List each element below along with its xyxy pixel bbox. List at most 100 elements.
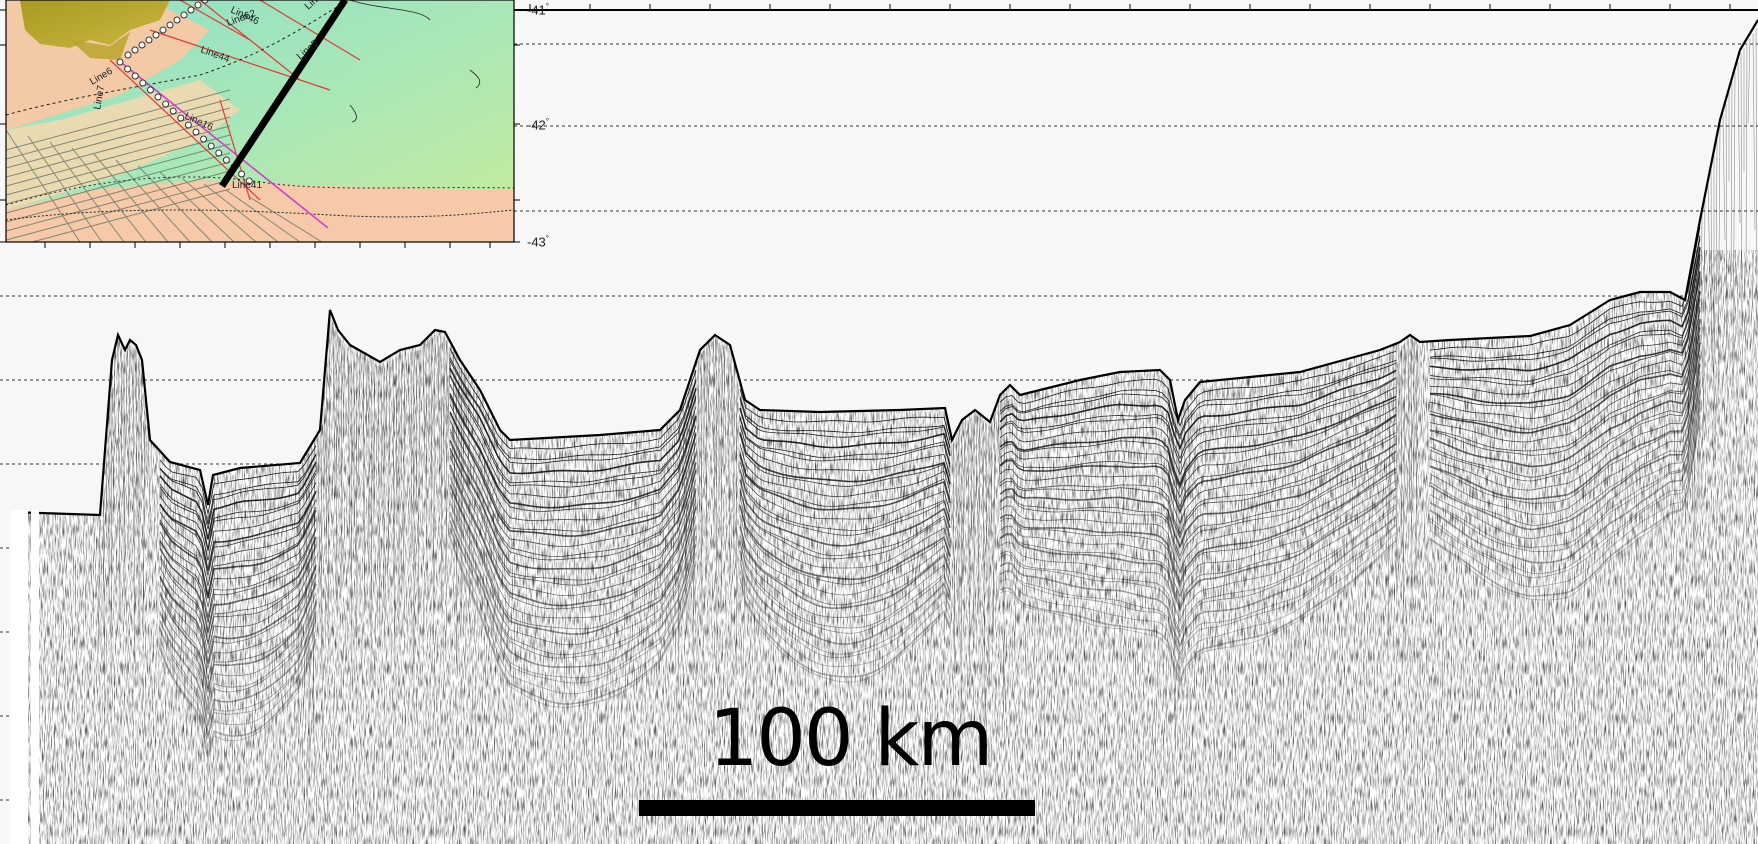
station-dot bbox=[173, 16, 181, 24]
inset-land bbox=[20, 0, 170, 48]
chaotic-streak bbox=[320, 422, 323, 676]
chaotic-streak bbox=[325, 350, 328, 566]
reflector-horizon bbox=[159, 529, 317, 623]
chaotic-streak bbox=[332, 322, 336, 499]
chaotic-streak bbox=[310, 448, 313, 628]
reflector-horizon bbox=[739, 504, 951, 581]
chaotic-streak bbox=[1175, 414, 1178, 583]
lat-label-42: -42° bbox=[527, 117, 549, 133]
chaotic-streak bbox=[1182, 404, 1186, 646]
inset-grid-line bbox=[6, 143, 231, 205]
chaotic-streak bbox=[1732, 72, 1736, 383]
chaotic-streak bbox=[682, 405, 686, 533]
chaotic-streak bbox=[1700, 214, 1703, 345]
reflector-horizon bbox=[449, 448, 697, 586]
reflector-horizon bbox=[999, 378, 1397, 465]
reflector-horizon bbox=[999, 413, 1397, 509]
reflector-horizon bbox=[1429, 364, 1701, 531]
reflector-horizon bbox=[159, 507, 317, 596]
reflector-horizon bbox=[1429, 291, 1701, 434]
chaotic-streak bbox=[705, 347, 708, 583]
reflector-horizon bbox=[449, 539, 697, 708]
chaotic-streak bbox=[365, 359, 368, 457]
lat-label-43: -43° bbox=[527, 234, 549, 250]
inset-grid-line bbox=[6, 179, 231, 241]
reflector-horizon bbox=[159, 566, 317, 669]
reflector-horizon bbox=[999, 488, 1397, 612]
station-dot bbox=[200, 135, 208, 143]
reflector-horizon bbox=[159, 453, 317, 525]
chaotic-streak bbox=[1755, 28, 1758, 336]
reflector-horizon bbox=[739, 388, 951, 441]
chaotic-streak bbox=[1692, 262, 1696, 579]
reflector-horizon bbox=[449, 396, 697, 512]
reflector-horizon bbox=[1429, 334, 1701, 491]
reflector-horizon bbox=[449, 536, 697, 705]
reflector-horizon bbox=[159, 581, 317, 690]
chaotic-streak bbox=[1395, 348, 1398, 596]
reflector-horizon bbox=[1429, 381, 1701, 552]
inset-grid-line bbox=[6, 152, 231, 214]
reflector-horizon bbox=[739, 577, 951, 678]
station-dot bbox=[238, 170, 246, 178]
chaotic-streak bbox=[415, 350, 418, 515]
reflector-horizon bbox=[999, 432, 1397, 535]
chaotic-streak bbox=[962, 422, 966, 583]
chaotic-streak bbox=[960, 424, 963, 735]
chaotic-streak bbox=[350, 350, 353, 673]
inset-red-line bbox=[219, 99, 251, 201]
inset-red-line bbox=[259, 0, 361, 61]
inset-map: Line6Line7Line44Line46Line16Line41Line62… bbox=[0, 0, 520, 248]
reflector-horizon bbox=[1429, 247, 1701, 372]
reflector-horizon bbox=[1429, 400, 1701, 579]
chaotic-streak bbox=[147, 424, 151, 517]
inset-grid-line bbox=[225, 189, 301, 242]
reflector-horizon bbox=[1429, 399, 1701, 575]
chaotic-streak bbox=[1725, 103, 1728, 342]
reflector-horizon bbox=[159, 544, 317, 643]
reflector-horizon bbox=[1429, 318, 1701, 468]
reflector-horizon bbox=[449, 483, 697, 630]
chaotic-streak bbox=[377, 365, 381, 647]
reflector-horizon bbox=[159, 611, 317, 726]
reflector-horizon bbox=[999, 443, 1397, 549]
reflector-horizon bbox=[159, 618, 317, 736]
reflector-horizon bbox=[1429, 417, 1701, 601]
chaotic-streak bbox=[452, 351, 456, 548]
inset-contour-1 bbox=[6, 4, 341, 116]
chaotic-streak bbox=[402, 353, 406, 594]
chaotic-streak bbox=[1415, 344, 1418, 589]
inset-red-line bbox=[109, 59, 261, 201]
reflector-horizon bbox=[449, 520, 697, 679]
chaotic-streak bbox=[1717, 124, 1721, 401]
chaotic-streak bbox=[735, 375, 738, 680]
seafloor-reflector bbox=[9, 19, 1758, 517]
reflector-horizon bbox=[449, 360, 697, 464]
reflector-horizon bbox=[739, 526, 951, 610]
reflector-horizon bbox=[159, 536, 317, 633]
reflector-horizon bbox=[999, 360, 1397, 437]
reflector-horizon bbox=[449, 348, 697, 450]
inset-contour-4 bbox=[349, 0, 481, 123]
reflector-horizon bbox=[159, 499, 317, 587]
chaotic-streak bbox=[985, 423, 988, 581]
reflector-horizon bbox=[999, 377, 1397, 460]
chaotic-streak bbox=[1000, 398, 1003, 592]
reflector-horizon bbox=[449, 393, 697, 509]
inset-grid-line bbox=[6, 170, 231, 232]
reflector-horizon bbox=[999, 507, 1397, 638]
chaotic-streak bbox=[1730, 82, 1733, 283]
chaotic-streak bbox=[327, 314, 331, 641]
reflector-horizon bbox=[1429, 307, 1701, 452]
chaotic-streak bbox=[392, 359, 396, 676]
station-dot bbox=[139, 79, 147, 87]
chaotic-streak bbox=[715, 340, 718, 648]
station-dot bbox=[159, 26, 167, 34]
chaotic-streak bbox=[437, 335, 441, 497]
reflector-horizon bbox=[1429, 327, 1701, 482]
reflector-horizon bbox=[1429, 310, 1701, 456]
chaotic-streak bbox=[955, 436, 958, 525]
chaotic-streak bbox=[997, 405, 1001, 487]
chaotic-streak bbox=[370, 362, 373, 682]
